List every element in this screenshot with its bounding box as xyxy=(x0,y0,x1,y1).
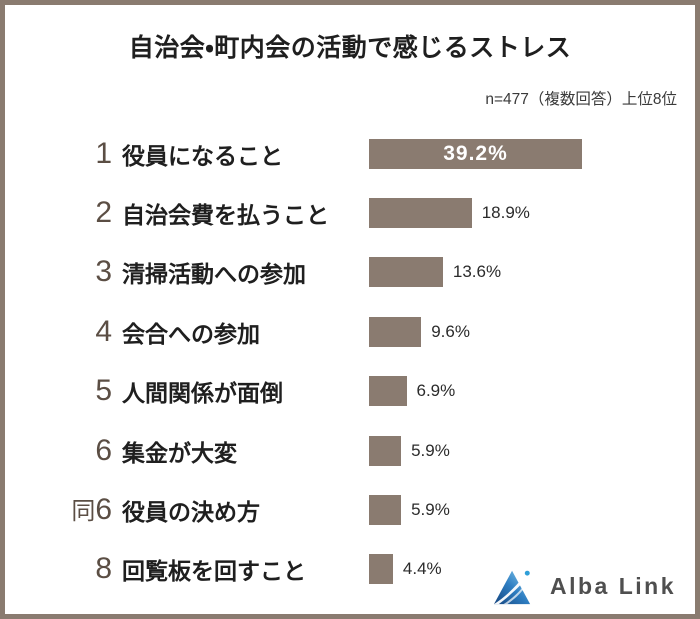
row-label: 会合への参加 xyxy=(122,320,260,347)
bar xyxy=(369,376,407,407)
row-rank: 6 xyxy=(5,433,112,467)
chart-row: 3 清掃活動への参加 13.6% xyxy=(5,243,695,302)
bar-value: 13.6% xyxy=(452,262,502,282)
row-bar-area: 5.9% xyxy=(369,495,695,526)
chart-title: 自治会・町内会の活動で感じるストレス xyxy=(128,34,572,62)
bar-value: 18.9% xyxy=(481,203,530,223)
row-rank-number: 6 xyxy=(95,433,112,467)
chart-row: 6 集金が大変 5.9% xyxy=(5,421,695,480)
bar xyxy=(369,495,402,526)
row-label: 役員になること xyxy=(122,142,283,169)
chart-row: 4 会合への参加 9.6% xyxy=(5,302,695,361)
bar-value: 9.6% xyxy=(431,321,470,341)
row-bar-area: 5.9% xyxy=(369,435,695,466)
bar xyxy=(369,198,472,229)
alba-link-logo: Alba Link xyxy=(492,567,676,606)
chart-row: 8 回覧板を回すこと 4.4% xyxy=(5,540,695,599)
chart-row: 5 人間関係が面倒 6.9% xyxy=(5,362,695,421)
row-rank: 3 xyxy=(5,257,112,287)
bar-value: 4.4% xyxy=(402,559,442,579)
row-label: 人間関係が面倒 xyxy=(122,380,283,407)
row-rank-prefix: 同 xyxy=(71,498,96,526)
row-rank-number: 6 xyxy=(95,493,112,527)
row-rank: 4 xyxy=(5,314,112,348)
chart-row: 同6 役員の決め方 5.9% xyxy=(5,480,695,539)
bar: 39.2% xyxy=(369,138,582,169)
bar xyxy=(369,257,443,288)
row-bar-area: 18.9% xyxy=(369,198,695,229)
logo-brand-text: Alba Link xyxy=(549,573,676,599)
row-rank-number: 3 xyxy=(95,255,112,289)
row-rank-number: 2 xyxy=(95,196,112,230)
bar-value-inside: 39.2% xyxy=(443,141,508,165)
row-rank-number: 5 xyxy=(95,374,112,408)
row-rank-number: 4 xyxy=(95,314,112,348)
row-rank: 8 xyxy=(5,554,112,584)
row-rank: 1 xyxy=(5,136,112,170)
row-label: 役員の決め方 xyxy=(122,499,260,526)
mountain-swoosh-icon xyxy=(492,567,534,606)
chart-rows: 1 役員になること 39.2% 2 自治会費を払うこと 18.9% 3 清掃活動… xyxy=(5,124,695,599)
row-rank: 5 xyxy=(5,376,112,406)
bar xyxy=(369,435,402,466)
row-rank-number: 8 xyxy=(95,552,112,586)
row-bar-area: 6.9% xyxy=(369,376,695,407)
chart-row: 1 役員になること 39.2% xyxy=(5,124,695,183)
sample-size-note: n=477（複数回答）上位8位 xyxy=(485,91,677,108)
bar xyxy=(369,554,393,585)
chart-row: 2 自治会費を払うこと 18.9% xyxy=(5,183,695,242)
row-label: 清掃活動への参加 xyxy=(122,261,306,288)
row-rank: 同6 xyxy=(5,495,112,525)
bar-value: 5.9% xyxy=(411,500,450,520)
row-bar-area: 9.6% xyxy=(369,316,695,347)
row-bar-area: 39.2% xyxy=(369,138,695,169)
row-bar-area: 13.6% xyxy=(369,257,695,288)
bar-value: 5.9% xyxy=(411,440,450,460)
row-label: 自治会費を払うこと xyxy=(122,202,329,229)
row-label: 回覧板を回すこと xyxy=(122,558,306,585)
row-rank: 2 xyxy=(5,198,112,228)
bar xyxy=(369,316,422,347)
bar-value: 6.9% xyxy=(416,381,456,401)
row-label: 集金が大変 xyxy=(122,439,237,466)
row-bar-area: 4.4% xyxy=(369,554,695,585)
row-rank-number: 1 xyxy=(95,136,112,170)
